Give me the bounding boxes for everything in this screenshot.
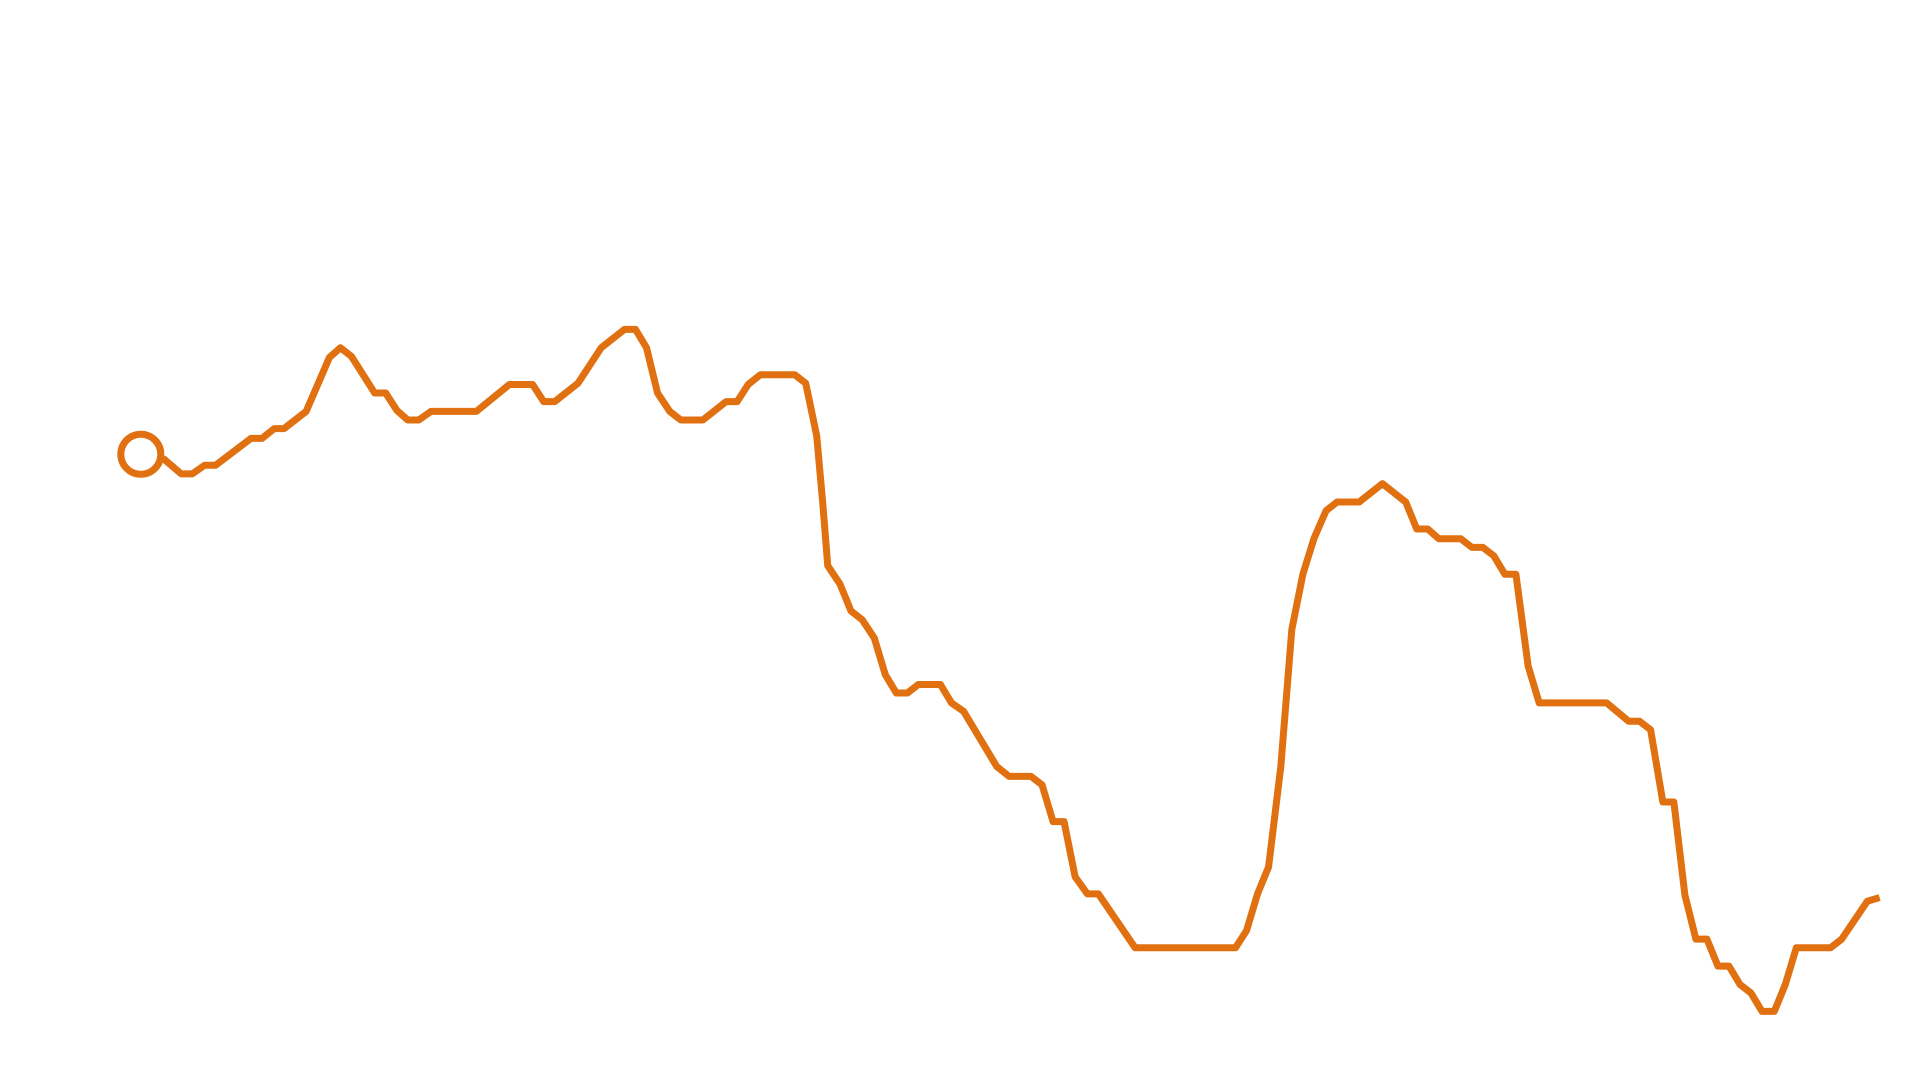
- start-marker: [117, 430, 165, 478]
- line-series: [140, 325, 1881, 1015]
